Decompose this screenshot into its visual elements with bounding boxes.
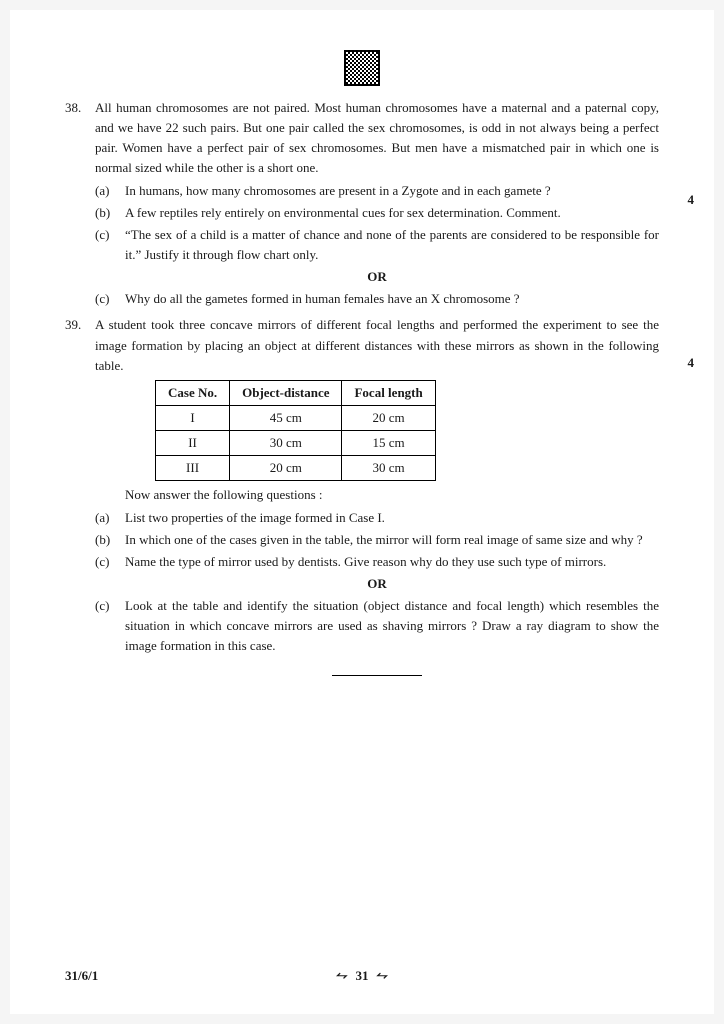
table-cell: 20 cm [230, 456, 342, 481]
post-table-text: Now answer the following questions : [125, 485, 659, 505]
sub-label: (c) [95, 596, 125, 656]
table-row: II 30 cm 15 cm [156, 431, 436, 456]
sub-b: (b) In which one of the cases given in t… [95, 530, 659, 550]
sub-c: (c) Name the type of mirror used by dent… [95, 552, 659, 572]
sub-text: In humans, how many chromosomes are pres… [125, 181, 659, 201]
end-rule [332, 675, 422, 676]
table-row: I 45 cm 20 cm [156, 405, 436, 430]
footer-left: 31/6/1 [65, 966, 98, 986]
sub-label: (c) [95, 225, 125, 265]
table-cell: III [156, 456, 230, 481]
sub-label: (b) [95, 530, 125, 550]
sub-a: (a) List two properties of the image for… [95, 508, 659, 528]
footer-center: ⥊ 31 ⥊ [336, 965, 387, 987]
question-marks: 4 [688, 353, 695, 373]
sub-text: A few reptiles rely entirely on environm… [125, 203, 659, 223]
sub-c: (c) “The sex of a child is a matter of c… [95, 225, 659, 265]
sub-text: List two properties of the image formed … [125, 508, 659, 528]
tilde-right-icon: ⥊ [377, 965, 388, 987]
table-header-row: Case No. Object-distance Focal length [156, 380, 436, 405]
table-cell: 15 cm [342, 431, 435, 456]
table-cell: 20 cm [342, 405, 435, 430]
mirror-table: Case No. Object-distance Focal length I … [155, 380, 436, 482]
sub-text: In which one of the cases given in the t… [125, 530, 659, 550]
table-cell: 45 cm [230, 405, 342, 430]
question-intro: A student took three concave mirrors of … [95, 317, 659, 372]
question-number: 38. [65, 98, 95, 309]
table-cell: 30 cm [230, 431, 342, 456]
question-38: 38. All human chromosomes are not paired… [65, 98, 659, 309]
table-row: III 20 cm 30 cm [156, 456, 436, 481]
qr-code-icon [344, 50, 380, 86]
sub-text: Name the type of mirror used by dentists… [125, 552, 659, 572]
tilde-left-icon: ⥊ [336, 965, 347, 987]
or-divider: OR [95, 267, 659, 287]
table-header: Case No. [156, 380, 230, 405]
question-marks: 4 [688, 190, 695, 210]
or-divider: OR [95, 574, 659, 594]
table-cell: I [156, 405, 230, 430]
table-header: Focal length [342, 380, 435, 405]
page-number: 31 [356, 966, 369, 986]
sub-label: (a) [95, 508, 125, 528]
table-header: Object-distance [230, 380, 342, 405]
sub-text: Why do all the gametes formed in human f… [125, 289, 659, 309]
exam-page: 38. All human chromosomes are not paired… [10, 10, 714, 1014]
qr-container [65, 50, 659, 86]
sub-a: (a) In humans, how many chromosomes are … [95, 181, 659, 201]
question-body: All human chromosomes are not paired. Mo… [95, 98, 659, 309]
question-39: 39. A student took three concave mirrors… [65, 315, 659, 675]
sub-label: (c) [95, 552, 125, 572]
sub-text: “The sex of a child is a matter of chanc… [125, 225, 659, 265]
sub-label: (c) [95, 289, 125, 309]
sub-label: (b) [95, 203, 125, 223]
table-cell: II [156, 431, 230, 456]
sub-b: (b) A few reptiles rely entirely on envi… [95, 203, 659, 223]
table-cell: 30 cm [342, 456, 435, 481]
question-intro: All human chromosomes are not paired. Mo… [95, 100, 659, 175]
question-body: A student took three concave mirrors of … [95, 315, 659, 675]
sub-c-alt: (c) Why do all the gametes formed in hum… [95, 289, 659, 309]
question-number: 39. [65, 315, 95, 675]
sub-c-alt: (c) Look at the table and identify the s… [95, 596, 659, 656]
page-footer: 31/6/1 ⥊ 31 ⥊ [65, 966, 659, 986]
sub-label: (a) [95, 181, 125, 201]
sub-text: Look at the table and identify the situa… [125, 596, 659, 656]
